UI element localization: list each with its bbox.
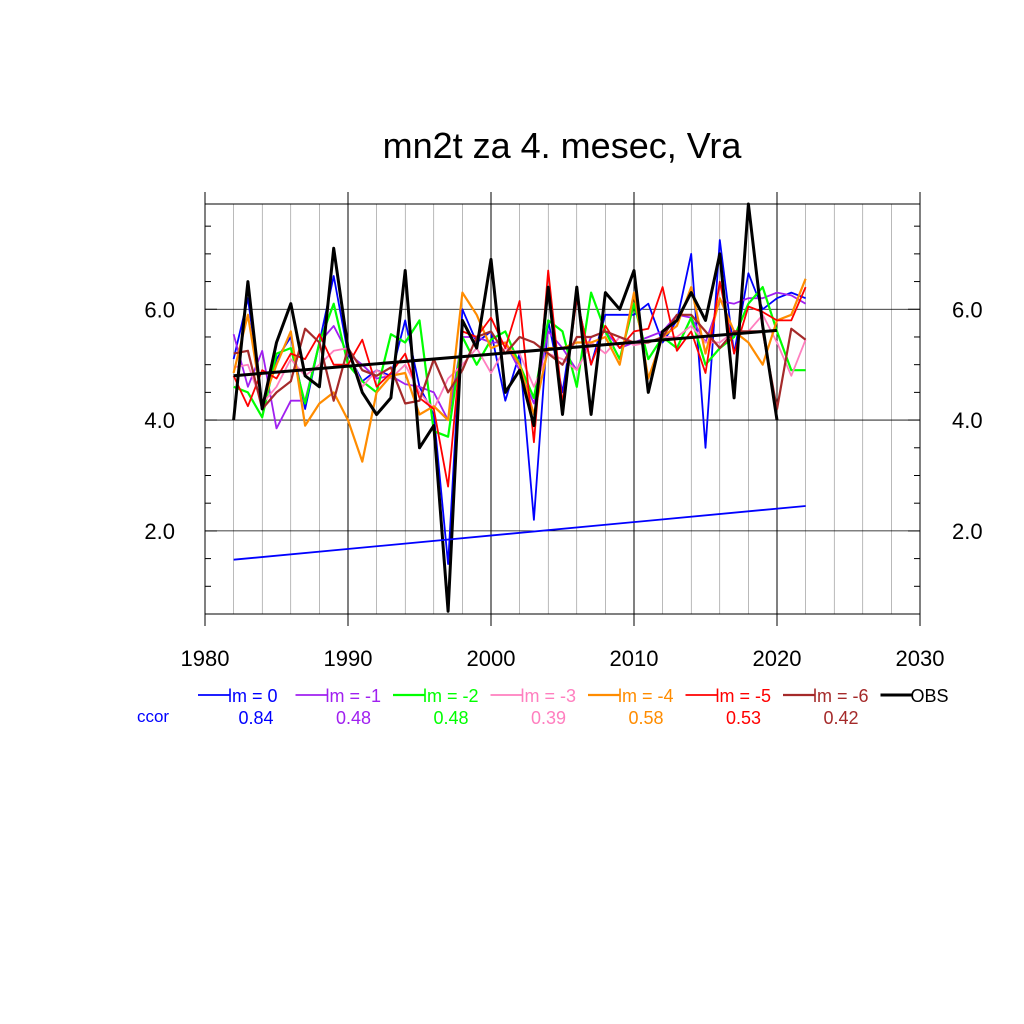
legend-entry-label: OBS: [911, 686, 949, 706]
x-tick-label: 2010: [610, 646, 659, 671]
y-tick-label-left: 6.0: [144, 297, 175, 322]
legend-ccor-value: 0.48: [433, 708, 468, 728]
plot-frame: [204, 203, 921, 615]
chart-title: mn2t za 4. mesec, Vra: [383, 125, 743, 166]
x-tick-label: 2030: [896, 646, 945, 671]
trend-lines: [233, 328, 806, 561]
ccor-label: ccor: [137, 707, 169, 726]
legend-ccor-value: 0.53: [726, 708, 761, 728]
legend-entry-label: lm = 0: [228, 686, 278, 706]
axes: 1980 1990 2000 2010 2020 2030 2.0 2.0 4.0 4.0 6.0 6…: [144, 192, 983, 671]
series-line-obs: [232, 202, 779, 613]
legend-entry-label: lm = -3: [521, 686, 577, 706]
legend-ccor-value: 0.58: [628, 708, 663, 728]
y-tick-label-left: 2.0: [144, 519, 175, 544]
legend-ccor-value: 0.39: [531, 708, 566, 728]
legend-ccor-value: 0.84: [238, 708, 273, 728]
legend-entry-label: lm = -1: [326, 686, 382, 706]
x-tick-label: 2000: [467, 646, 516, 671]
y-tick-label-right: 6.0: [952, 297, 983, 322]
trend-line: [233, 505, 806, 561]
x-tick-label: 1980: [181, 646, 230, 671]
legend-entry-label: lm = -4: [618, 686, 674, 706]
legend-entry-label: lm = -5: [716, 686, 772, 706]
legend-ccor-value: 0.48: [336, 708, 371, 728]
x-tick-label: 1990: [324, 646, 373, 671]
y-tick-label-left: 4.0: [144, 408, 175, 433]
x-tick-label: 2020: [753, 646, 802, 671]
legend-entry-label: lm = -2: [423, 686, 479, 706]
trend-line: [233, 328, 778, 378]
legend-ccor-value: 0.42: [823, 708, 858, 728]
y-tick-label-right: 2.0: [952, 519, 983, 544]
series-line-lm-5: [232, 269, 807, 488]
y-tick-label-right: 4.0: [952, 408, 983, 433]
legend-entry-label: lm = -6: [813, 686, 869, 706]
